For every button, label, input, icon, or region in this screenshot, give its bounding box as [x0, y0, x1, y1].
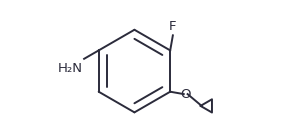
Text: F: F: [169, 20, 177, 33]
Text: H₂N: H₂N: [57, 62, 82, 75]
Text: O: O: [180, 88, 191, 101]
